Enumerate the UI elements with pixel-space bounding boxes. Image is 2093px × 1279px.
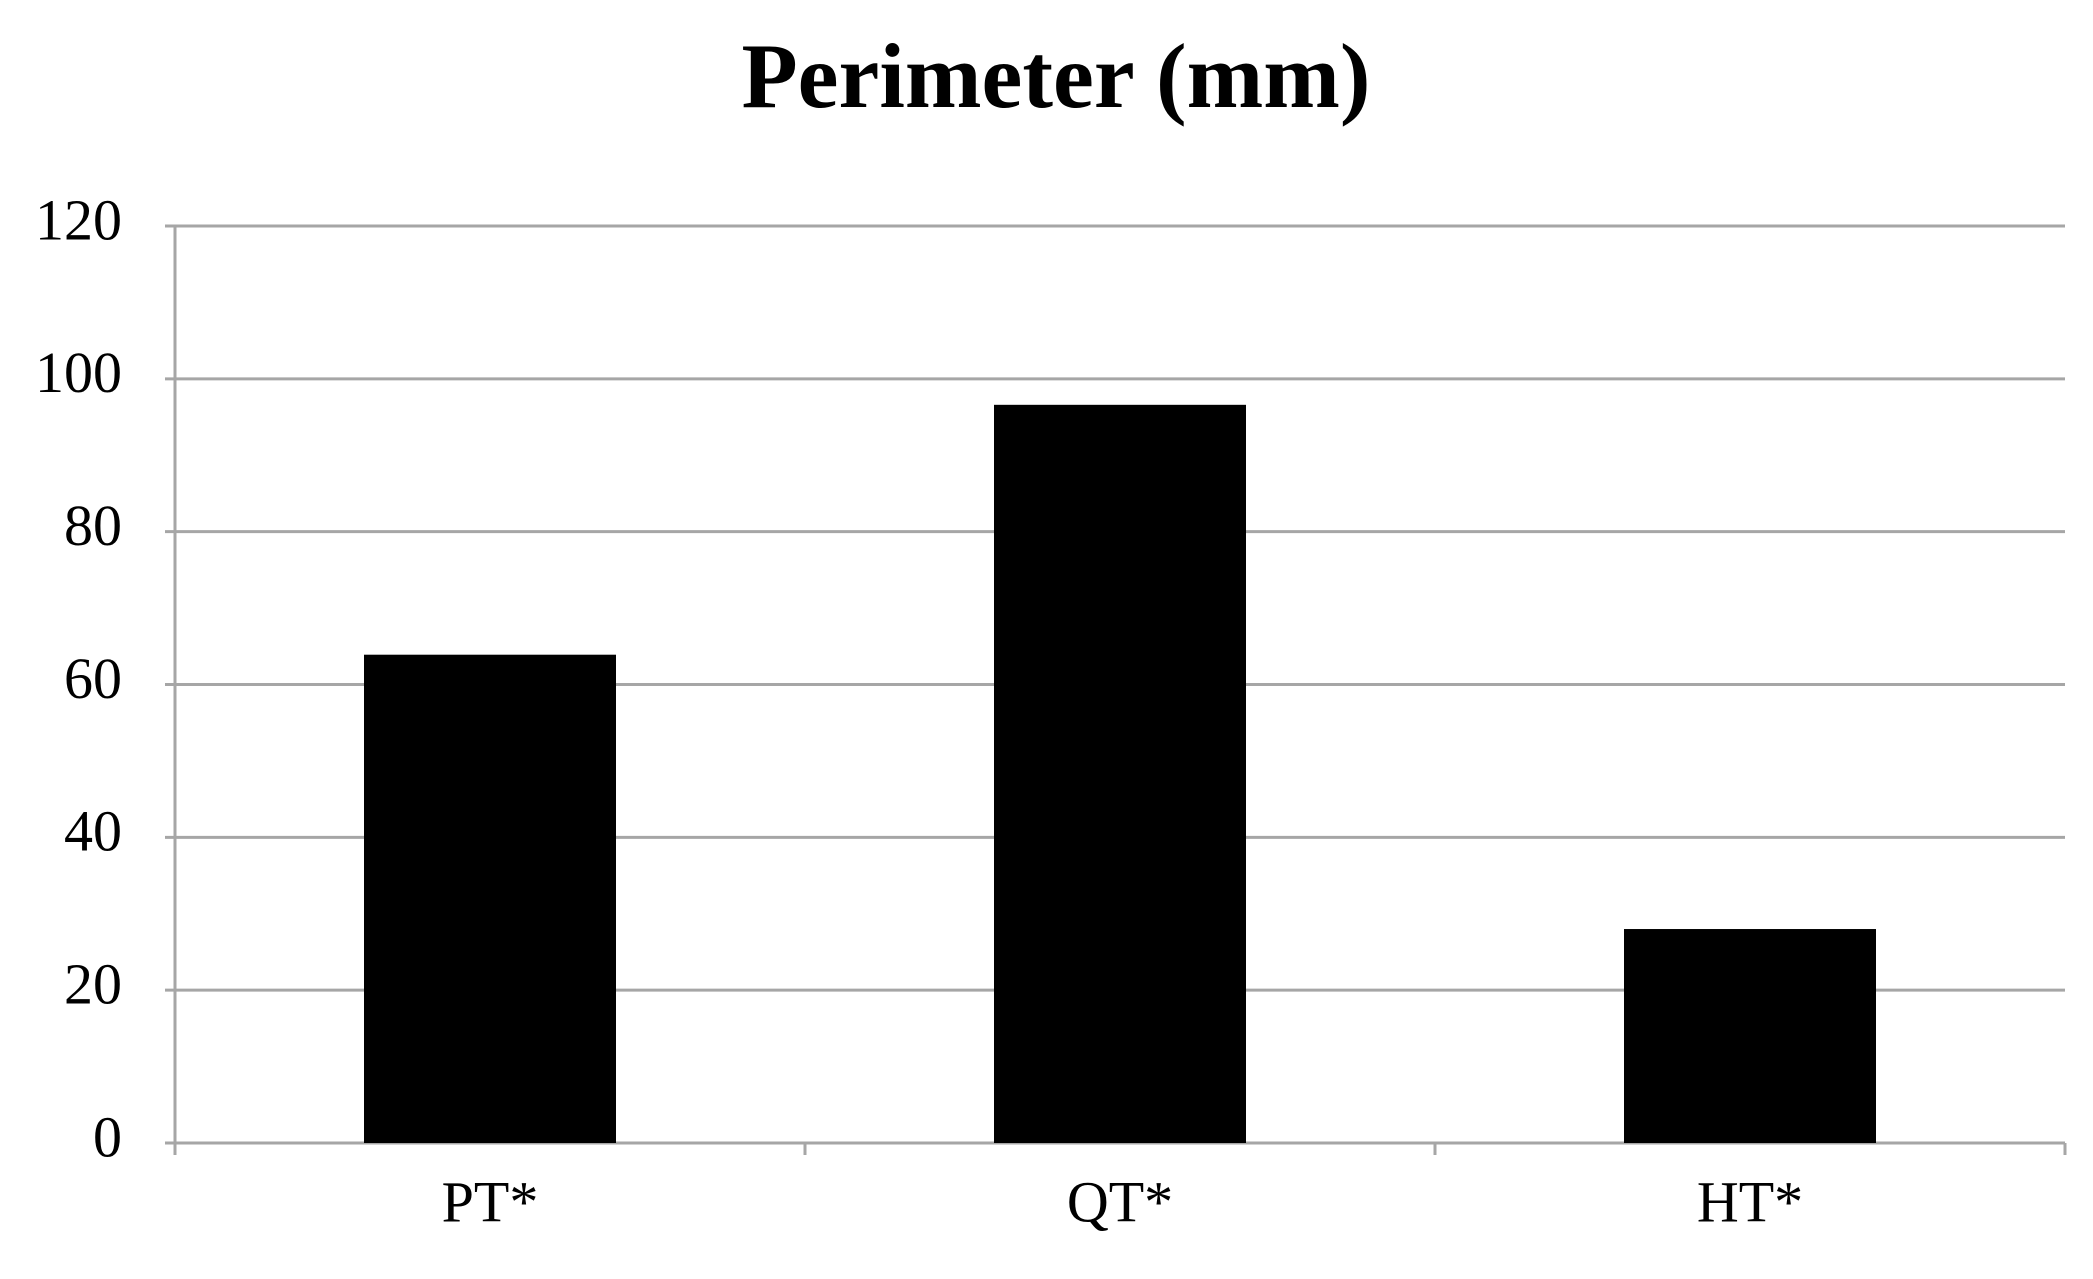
- x-tick-label: HT*: [1697, 1169, 1803, 1234]
- bar: [1624, 929, 1876, 1143]
- y-tick-label: 80: [64, 493, 122, 558]
- y-tick-label: 120: [35, 187, 122, 252]
- bar: [364, 654, 616, 1143]
- y-tick-label: 100: [35, 340, 122, 405]
- y-tick-label: 20: [64, 951, 122, 1016]
- chart-title: Perimeter (mm): [741, 25, 1370, 127]
- y-tick-label: 0: [93, 1104, 122, 1169]
- x-tick-label: QT*: [1067, 1169, 1173, 1234]
- bar: [994, 404, 1246, 1143]
- y-tick-label: 40: [64, 799, 122, 864]
- y-tick-label: 60: [64, 646, 122, 711]
- x-tick-label: PT*: [442, 1169, 539, 1234]
